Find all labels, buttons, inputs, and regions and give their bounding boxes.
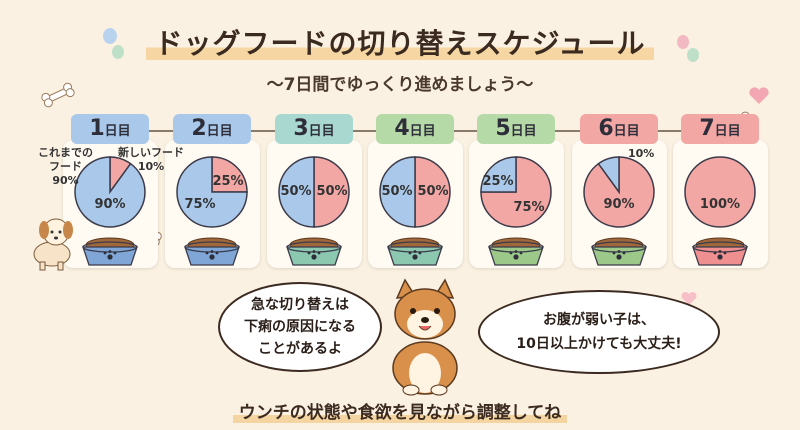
pie-percent-label: 25% — [482, 174, 514, 189]
old-food-slice — [379, 156, 416, 228]
food-ratio-pie — [379, 156, 451, 228]
food-bowl-icon — [591, 237, 647, 266]
old-food-slice — [278, 156, 315, 228]
pie-percent-label: 100% — [699, 197, 741, 212]
pie-percent-label: 50% — [280, 184, 312, 199]
pie-percent-label: 75% — [513, 200, 545, 215]
page-title: ドッグフードの切り替えスケジュール — [0, 22, 800, 62]
food-ratio-pie — [278, 156, 350, 228]
new-food-slice — [480, 156, 552, 228]
food-ratio-pie — [583, 156, 655, 228]
new-food-slice — [414, 156, 451, 228]
day-badge: 7日目 — [681, 114, 759, 144]
day-unit: 日目 — [308, 124, 335, 139]
bone-icon — [41, 82, 75, 108]
shiba-dog-illustration — [392, 278, 458, 396]
pie-percent-label: 25% — [212, 174, 244, 189]
food-bowl-icon — [387, 237, 443, 266]
old-food-slice — [74, 156, 146, 228]
old-food-annotation: これまでの フード 90% — [38, 146, 93, 187]
pie-percent-label: 90% — [94, 197, 126, 212]
day-unit: 日目 — [206, 124, 233, 139]
old-food-slice — [480, 156, 517, 193]
day-badge: 1日目 — [71, 114, 149, 144]
day-unit: 日目 — [104, 124, 131, 139]
day-unit: 日目 — [714, 124, 741, 139]
day-number: 1 — [89, 116, 105, 141]
puppy-illustration — [33, 218, 73, 271]
pie-percent-label: 50% — [316, 184, 348, 199]
food-bowl-icon — [82, 237, 138, 266]
day6-old-annotation: 10% — [628, 147, 655, 160]
food-ratio-pie — [176, 156, 248, 228]
day-number: 7 — [699, 116, 715, 141]
new-food-annotation: 新しいフード 10% — [118, 146, 184, 173]
heart-icon — [681, 291, 697, 305]
footer-note: ウンチの状態や食欲を見ながら調整してね — [0, 398, 800, 423]
food-bowl-icon — [286, 237, 342, 266]
speech-bubble-left: 急な切り替えは 下痢の原因になる ことがあるよ — [218, 282, 382, 372]
day-badge: 6日目 — [580, 114, 658, 144]
day-number: 4 — [394, 116, 410, 141]
balloon-icon — [677, 35, 699, 62]
heart-icon — [749, 87, 769, 104]
balloon-icon — [103, 28, 124, 59]
old-food-slice — [597, 156, 620, 195]
day-unit: 日目 — [409, 124, 436, 139]
food-bowl-icon — [488, 237, 544, 266]
pie-percent-label: 90% — [603, 197, 635, 212]
day-badge: 4日目 — [376, 114, 454, 144]
old-food-slice — [176, 156, 248, 228]
new-food-slice — [684, 156, 756, 228]
day-badge: 2日目 — [173, 114, 251, 144]
page-subtitle: 〜7日間でゆっくり進めましょう〜 — [266, 75, 534, 95]
day-number: 3 — [293, 116, 309, 141]
day-number: 6 — [598, 116, 614, 141]
day-unit: 日目 — [510, 124, 537, 139]
food-ratio-pie — [480, 156, 552, 228]
pie-percent-label: 50% — [381, 184, 413, 199]
food-bowl-icon — [184, 237, 240, 266]
food-ratio-pie — [684, 156, 756, 228]
pie-percent-label: 50% — [417, 184, 449, 199]
speech-bubble-right: お腹が弱い子は、 10日以上かけても大丈夫! — [478, 290, 720, 374]
day-badge: 3日目 — [275, 114, 353, 144]
new-food-slice — [313, 156, 350, 228]
new-food-slice — [211, 156, 248, 193]
food-bowl-icon — [692, 237, 748, 266]
day-number: 5 — [495, 116, 511, 141]
day-badge: 5日目 — [477, 114, 555, 144]
day-unit: 日目 — [613, 124, 640, 139]
food-ratio-pie — [74, 156, 146, 228]
pie-percent-label: 75% — [184, 197, 216, 212]
day-number: 2 — [191, 116, 207, 141]
